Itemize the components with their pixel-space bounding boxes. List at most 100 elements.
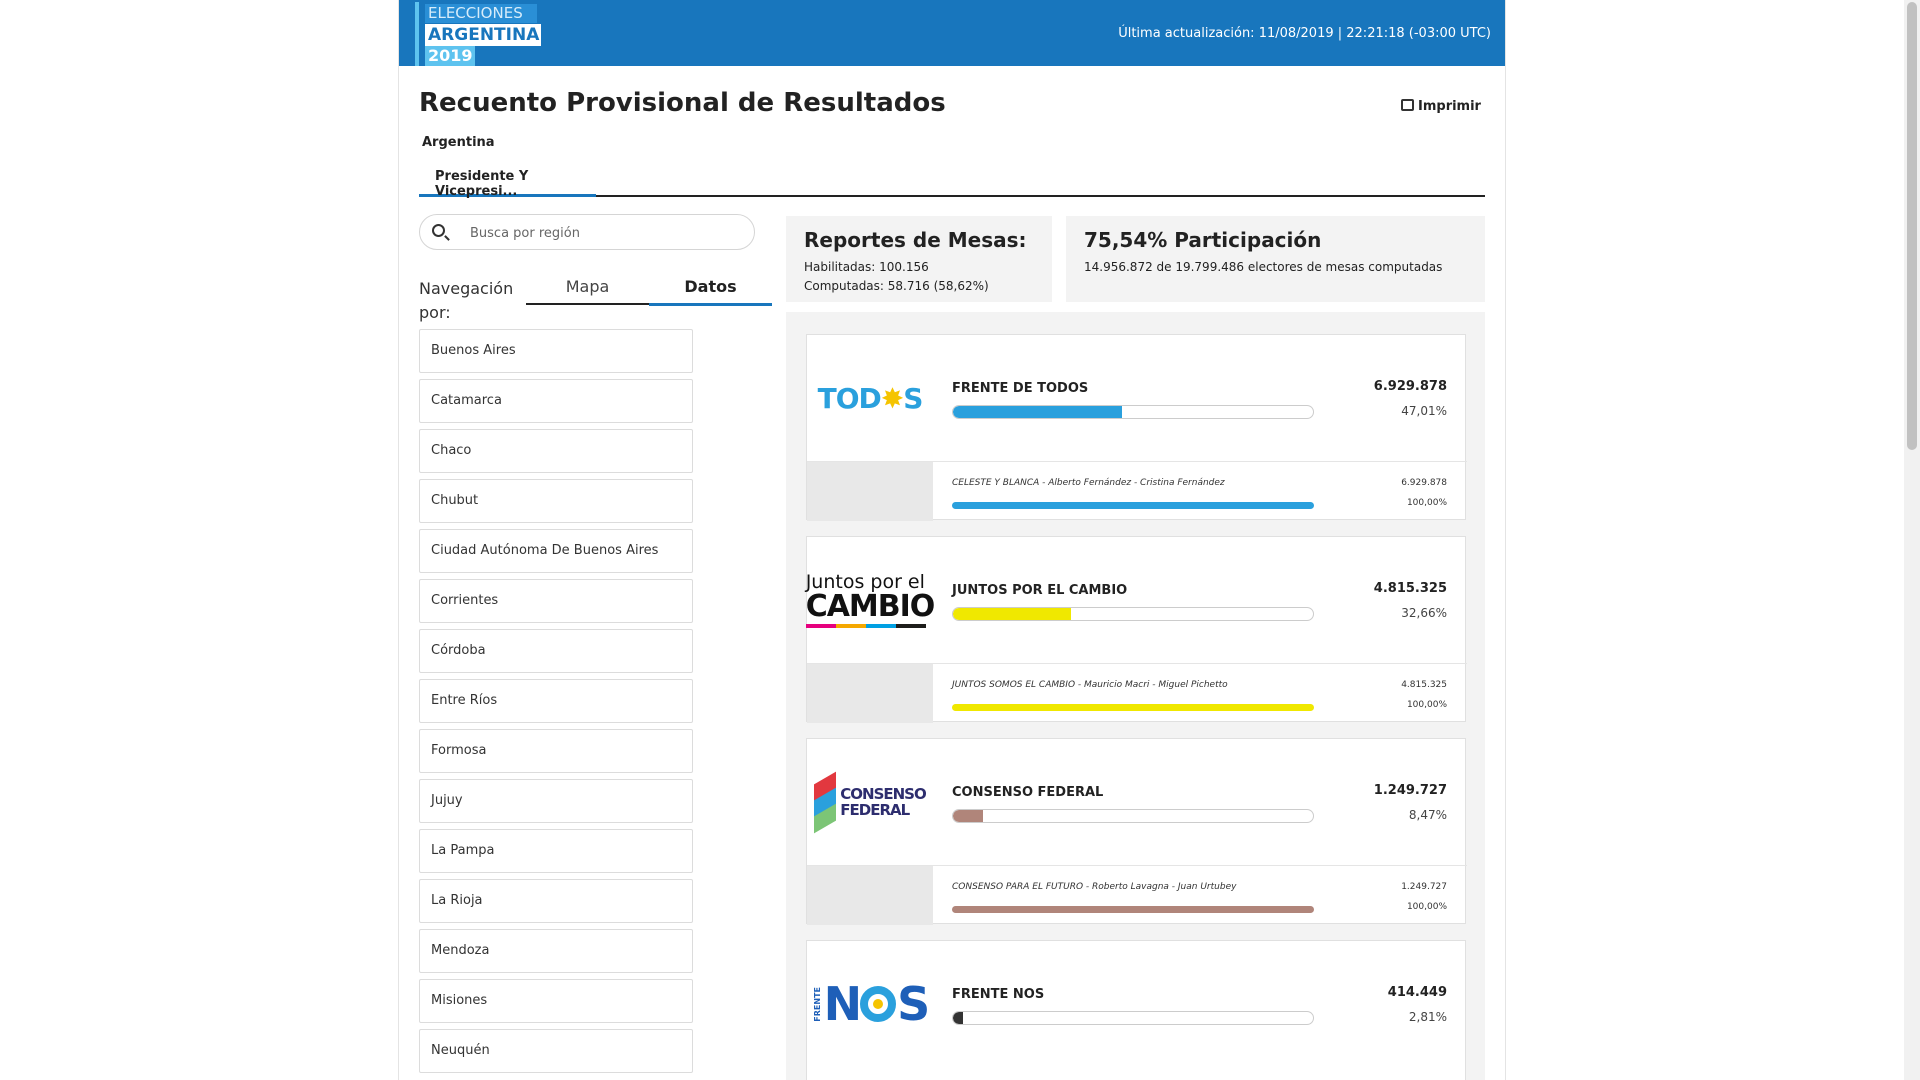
party-main: TOD✸S FRENTE DE TODOS 6.929.878 47,01% [807,335,1467,461]
printer-icon [1401,99,1414,111]
list-name: CONSENSO PARA EL FUTURO - Roberto Lavagn… [952,882,1237,892]
region-item[interactable]: Formosa [419,729,693,773]
participation-detail: 14.956.872 de 19.799.486 electores de me… [1084,260,1443,274]
party-progress-bar [952,607,1314,621]
party-progress-fill [953,810,984,822]
party-votes: 1.249.727 [1373,783,1447,798]
party-name: FRENTE DE TODOS [952,381,1089,396]
region-list: Buenos Aires Catamarca Chaco Chubut Ciud… [419,329,693,1079]
list-thumbnail-placeholder [807,462,933,521]
tab-mapa[interactable]: Mapa [565,277,610,296]
party-progress-fill [953,1012,964,1024]
party-card-consenso[interactable]: CONSENSO FEDERAL CONSENSO FEDERAL 1.249.7… [806,738,1467,925]
party-percent: 32,66% [1401,606,1447,620]
region-item[interactable]: Jujuy [419,779,693,823]
region-item[interactable]: Córdoba [419,629,693,673]
breadcrumb[interactable]: Argentina [422,135,495,150]
top-bar: ELECCIONES ARGENTINA 2019 Última actuali… [399,0,1505,66]
page-scrollbar[interactable] [1904,0,1920,1080]
frente-de-todos-logo: TOD✸S [817,381,924,415]
nos-circle-icon [860,986,897,1022]
search-input[interactable] [470,223,740,243]
party-list-row: JUNTOS SOMOS EL CAMBIO - Mauricio Macri … [807,663,1467,723]
region-item[interactable]: Buenos Aires [419,329,693,373]
category-tabs: Presidente Y Vicepresi... [419,160,1485,199]
party-card-todos[interactable]: TOD✸S FRENTE DE TODOS 6.929.878 47,01% C… [806,334,1467,521]
party-percent: 8,47% [1408,808,1447,822]
logo-stripe [415,2,419,66]
party-card-juntos[interactable]: Juntos por el CAMBIO JUNTOS POR EL CAMBIO… [805,536,1467,723]
list-name: CELESTE Y BLANCA - Alberto Fernández - C… [952,478,1225,488]
party-main: Juntos por el CAMBIO JUNTOS POR EL CAMBIO… [805,537,1467,663]
juntos-por-el-cambio-logo: Juntos por el CAMBIO [805,537,935,663]
region-item[interactable]: Chubut [419,479,693,523]
mesas-report-box: Reportes de Mesas: Habilitadas: 100.156 … [786,216,1052,302]
list-name: JUNTOS SOMOS EL CAMBIO - Mauricio Macri … [952,680,1228,690]
list-progress-bar [952,906,1314,913]
party-votes: 414.449 [1387,985,1447,1000]
region-item[interactable]: Entre Ríos [419,679,693,723]
region-item[interactable]: Catamarca [419,379,693,423]
participation-box: 75,54% Participación 14.956.872 de 19.79… [1066,216,1485,302]
list-progress-bar [952,704,1314,711]
print-button[interactable]: Imprimir [1401,99,1481,114]
party-main: FRENTE N S FRENTE NOS 414.449 2,81% [807,941,1467,1067]
party-votes: 4.815.325 [1373,581,1447,596]
region-item[interactable]: La Rioja [419,879,693,923]
region-item[interactable]: Neuquén [419,1029,693,1073]
region-item[interactable]: Mendoza [419,929,693,973]
list-progress-bar [952,502,1314,509]
page-container: ELECCIONES ARGENTINA 2019 Última actuali… [398,0,1506,1080]
navigation-label: Navegación por: [419,279,514,322]
party-percent: 2,81% [1408,1010,1447,1024]
page-title: Recuento Provisional de Resultados [419,88,946,118]
list-percent: 100,00% [1406,498,1447,508]
party-progress-fill [953,406,1123,418]
party-progress-bar [952,405,1314,419]
navigation-tabs: Mapa Datos [526,277,772,306]
list-percent: 100,00% [1406,902,1447,912]
region-item[interactable]: Chaco [419,429,693,473]
elecciones-logo[interactable]: ELECCIONES ARGENTINA 2019 [415,2,543,66]
party-list-row: CONSENSO PARA EL FUTURO - Roberto Lavagn… [807,865,1467,925]
party-percent: 47,01% [1401,404,1447,418]
list-thumbnail-placeholder [807,664,933,723]
mesas-habilitadas: Habilitadas: 100.156 [804,260,929,274]
list-votes: 4.815.325 [1401,680,1447,690]
tab-datos[interactable]: Datos [649,277,772,306]
mesas-title: Reportes de Mesas: [804,228,1027,252]
list-votes: 1.249.727 [1401,882,1447,892]
region-item[interactable]: La Pampa [419,829,693,873]
party-progress-bar [952,1011,1314,1025]
sun-icon: ✸ [880,381,904,415]
list-votes: 6.929.878 [1401,478,1447,488]
logo-line-1: ELECCIONES [425,4,537,23]
logo-line-3: 2019 [425,46,475,66]
region-item[interactable]: Corrientes [419,579,693,623]
frente-nos-logo: FRENTE N S [812,977,931,1031]
list-percent: 100,00% [1406,700,1447,710]
tab-presidente[interactable]: Presidente Y Vicepresi... [419,160,596,199]
party-list-row: CELESTE Y BLANCA - Alberto Fernández - C… [807,461,1467,521]
party-votes: 6.929.878 [1373,379,1447,394]
logo-line-2: ARGENTINA [425,24,541,46]
search-icon [432,224,445,237]
party-progress-bar [952,809,1314,823]
party-name: FRENTE NOS [952,987,1045,1002]
results-panel: TOD✸S FRENTE DE TODOS 6.929.878 47,01% C… [786,312,1485,1080]
region-item[interactable]: Ciudad Autónoma De Buenos Aires [419,529,693,573]
list-thumbnail-placeholder [807,866,933,925]
last-update-text: Última actualización: 11/08/2019 | 22:21… [1118,26,1491,41]
party-main: CONSENSO FEDERAL CONSENSO FEDERAL 1.249.7… [807,739,1467,865]
scrollbar-thumb[interactable] [1907,2,1917,450]
region-item[interactable]: Misiones [419,979,693,1023]
mesas-computadas: Computadas: 58.716 (58,62%) [804,279,989,293]
print-label: Imprimir [1418,99,1481,114]
consenso-mark-icon [814,771,837,834]
participation-title: 75,54% Participación [1084,228,1322,252]
party-name: CONSENSO FEDERAL [952,785,1104,800]
region-search [419,214,755,250]
consenso-federal-logo: CONSENSO FEDERAL [807,739,933,865]
party-card-nos[interactable]: FRENTE N S FRENTE NOS 414.449 2,81% [806,940,1466,1080]
party-name: JUNTOS POR EL CAMBIO [952,583,1128,598]
